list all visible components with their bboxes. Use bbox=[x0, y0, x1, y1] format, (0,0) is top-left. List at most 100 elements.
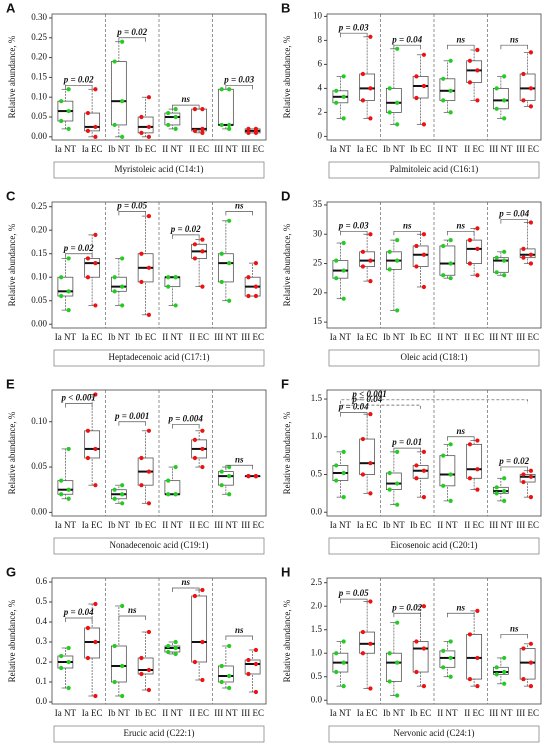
group-point bbox=[173, 106, 178, 112]
group-point bbox=[502, 655, 507, 661]
annotation: p = 0.03 bbox=[223, 74, 254, 84]
group-point bbox=[528, 50, 534, 55]
y-tick-label: 4 bbox=[318, 82, 323, 92]
group-point bbox=[66, 645, 71, 651]
group-point bbox=[253, 647, 259, 653]
x-tick-label: Ia NT bbox=[55, 708, 77, 718]
group-point bbox=[502, 74, 507, 79]
group-point bbox=[341, 240, 346, 246]
group-point bbox=[334, 463, 339, 468]
box bbox=[164, 480, 181, 495]
box bbox=[84, 258, 101, 278]
y-tick-label: 0.5 bbox=[311, 469, 323, 479]
group-point bbox=[421, 83, 427, 89]
group-point bbox=[200, 106, 205, 112]
x-tick-label: Ia EC bbox=[357, 332, 378, 342]
group-point bbox=[93, 232, 98, 238]
group-point bbox=[395, 100, 400, 105]
group-point bbox=[85, 256, 91, 261]
x-tick-label: Ia NT bbox=[330, 144, 352, 154]
bracket bbox=[172, 234, 200, 239]
y-tick-label: 0.2 bbox=[36, 656, 47, 666]
group-point bbox=[120, 284, 125, 289]
group-point bbox=[421, 449, 427, 454]
box bbox=[217, 665, 234, 683]
box bbox=[385, 652, 402, 682]
group-point bbox=[120, 693, 125, 699]
bracket bbox=[340, 32, 368, 38]
y-tick-label: 0.05 bbox=[31, 295, 47, 305]
x-tick-label: II NT bbox=[162, 332, 183, 342]
box bbox=[217, 88, 234, 126]
group-point bbox=[192, 659, 198, 665]
box bbox=[519, 474, 536, 483]
group-point bbox=[387, 249, 392, 254]
panel-letter: F bbox=[281, 376, 289, 391]
panel-letter: C bbox=[6, 188, 16, 203]
box bbox=[217, 471, 234, 486]
group-point bbox=[253, 474, 259, 479]
group-point bbox=[494, 665, 499, 670]
group-point bbox=[219, 483, 224, 488]
bracket bbox=[340, 412, 368, 417]
group-point bbox=[395, 46, 400, 51]
group-point bbox=[494, 672, 499, 677]
annotation: p = 0.02 bbox=[498, 456, 529, 466]
group-point bbox=[219, 87, 224, 92]
title-box bbox=[53, 537, 265, 555]
group-point bbox=[341, 660, 346, 665]
group-point bbox=[414, 243, 419, 249]
x-tick-label: Ia EC bbox=[357, 144, 378, 154]
group-point bbox=[166, 275, 171, 280]
box bbox=[466, 634, 483, 680]
group-point bbox=[441, 453, 446, 458]
group-point bbox=[219, 122, 224, 128]
group-point bbox=[475, 684, 480, 689]
group-point bbox=[368, 599, 373, 604]
group-point bbox=[93, 261, 98, 266]
group-point bbox=[441, 98, 446, 103]
x-tick-label: II EC bbox=[464, 332, 484, 342]
group-point bbox=[139, 671, 144, 677]
group-point bbox=[421, 122, 427, 127]
group-point bbox=[146, 265, 152, 270]
group-point bbox=[200, 639, 205, 645]
group-point bbox=[253, 661, 259, 667]
group-point bbox=[253, 293, 259, 299]
group-point bbox=[341, 94, 346, 99]
group-point bbox=[414, 74, 419, 79]
x-tick-label: Ia EC bbox=[82, 520, 103, 530]
group-point bbox=[192, 437, 198, 442]
group-point bbox=[246, 474, 251, 479]
group-point bbox=[120, 256, 125, 261]
annotation: ns bbox=[456, 34, 465, 44]
panel-letter: H bbox=[281, 564, 290, 579]
group-point bbox=[441, 665, 446, 670]
group-point bbox=[66, 685, 71, 691]
group-point bbox=[341, 495, 346, 500]
group-point bbox=[227, 685, 232, 691]
x-tick-label: Ib EC bbox=[135, 708, 156, 718]
group-point bbox=[334, 276, 339, 281]
y-tick-label: 0.05 bbox=[31, 111, 47, 121]
y-axis-label: Relative abundance, % bbox=[7, 223, 17, 306]
group-point bbox=[387, 679, 392, 684]
y-tick-label: 0 bbox=[318, 130, 323, 140]
group-point bbox=[494, 255, 499, 260]
panel-letter: G bbox=[6, 564, 16, 579]
bracket bbox=[500, 44, 528, 50]
group-point bbox=[59, 293, 64, 299]
panel-letter: B bbox=[281, 0, 290, 15]
x-tick-label: III NT bbox=[214, 708, 238, 718]
y-tick-label: 0.3 bbox=[36, 636, 48, 646]
group-point bbox=[120, 303, 125, 308]
bracket bbox=[447, 44, 475, 50]
group-point bbox=[341, 449, 346, 454]
group-point bbox=[448, 88, 453, 93]
group-point bbox=[421, 284, 427, 290]
group-point bbox=[395, 122, 400, 127]
bracket bbox=[118, 211, 146, 216]
group-point bbox=[528, 86, 534, 91]
group-point bbox=[395, 449, 400, 454]
